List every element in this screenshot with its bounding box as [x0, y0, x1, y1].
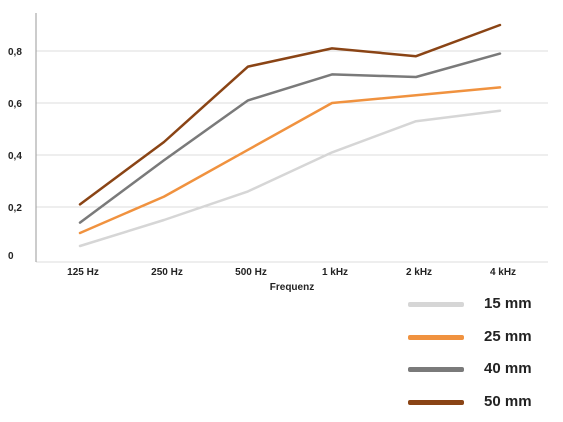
y-tick-label: 0 [8, 251, 14, 262]
y-tick-label: 0,6 [8, 99, 22, 110]
legend-label: 40 mm [484, 360, 532, 377]
y-tick-label: 0,8 [8, 47, 22, 58]
x-tick-label: 500 Hz [235, 267, 267, 278]
series-lines [80, 25, 500, 246]
series-line-15-mm [80, 111, 500, 246]
x-axis-title: Frequenz [270, 282, 314, 293]
legend-item: 50 mm [408, 390, 558, 422]
y-tick-label: 0,4 [8, 151, 22, 162]
legend-swatch [408, 367, 464, 372]
legend-swatch [408, 335, 464, 340]
legend-label: 25 mm [484, 328, 532, 345]
gridlines [36, 51, 548, 262]
x-tick-label: 2 kHz [406, 267, 432, 278]
x-tick-label: 125 Hz [67, 267, 99, 278]
series-line-40-mm [80, 54, 500, 223]
legend-item: 15 mm [408, 292, 558, 325]
x-tick-label: 4 kHz [490, 267, 516, 278]
x-tick-labels: 125 Hz 250 Hz 500 Hz 1 kHz 2 kHz 4 kHz [67, 267, 516, 278]
y-tick-labels: 0 0,2 0,4 0,6 0,8 [8, 47, 22, 262]
legend-swatch [408, 400, 464, 405]
legend-item: 40 mm [408, 357, 558, 390]
series-line-50-mm [80, 25, 500, 204]
series-line-25-mm [80, 87, 500, 233]
legend-item: 25 mm [408, 325, 558, 358]
y-tick-label: 0,2 [8, 203, 22, 214]
legend-swatch [408, 302, 464, 307]
legend: 15 mm 25 mm 40 mm 50 mm [408, 292, 558, 422]
x-tick-label: 250 Hz [151, 267, 183, 278]
legend-label: 50 mm [484, 393, 532, 410]
x-tick-label: 1 kHz [322, 267, 348, 278]
legend-label: 15 mm [484, 295, 532, 312]
